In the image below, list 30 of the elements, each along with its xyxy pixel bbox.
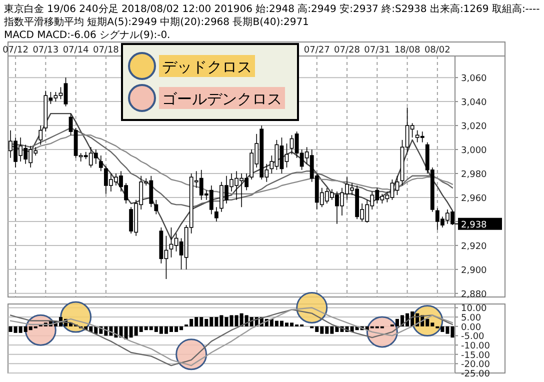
x-tick-label: 18/08 [394,46,421,56]
y-tick-label: 2,920 [461,242,488,252]
x-tick-label: 07/28 [334,46,360,56]
y-tick-label: 2,880 [461,290,488,300]
y-tick-label: 3,040 [461,98,488,108]
legend-label: デッドクロス [162,58,252,76]
y-tick-label: 0.00 [461,322,482,333]
x-tick-label: 07/13 [32,46,59,56]
x-tick-label: 07/18 [92,46,120,56]
y-tick-label: -15.00 [461,350,490,361]
x-tick-label: 07/14 [62,46,90,56]
x-tick-label: 07/12 [2,46,28,56]
y-tick-label: 3,060 [461,74,488,84]
y-tick-label: 3,020 [461,122,488,132]
y-tick-label: 5.00 [461,314,482,324]
x-tick-label: 07/31 [364,46,390,56]
y-tick-label: 10.00 [461,304,488,314]
y-tick-label: 2,980 [461,170,488,180]
y-tick-label: -25.00 [461,370,490,380]
y-tick-label: 2,900 [461,266,488,276]
y-tick-label: 2,960 [461,194,488,204]
y-tick-label: -10.00 [461,342,490,352]
x-tick-label: 08/02 [424,46,450,56]
legend-label: ゴールデンクロス [162,90,282,108]
y-tick-label: 2,938 [461,220,488,230]
header: 東京白金 19/06 240分足 2018/08/02 12:00 201906 始:2948 高:2949 安:2937 終:S2938 出来高:1269 取組高:---- 指数平滑移動平均 短期A(5):2949 中期(20):2968 長期B(40):2971 MACD MACD:-6.06 シグナル(9):-0. [4,4,540,41]
y-tick-label: 3,000 [461,146,488,156]
y-tick-label: -5.00 [461,332,485,342]
x-tick-label: 07/27 [304,46,330,56]
y-tick-label: -20.00 [461,360,490,370]
